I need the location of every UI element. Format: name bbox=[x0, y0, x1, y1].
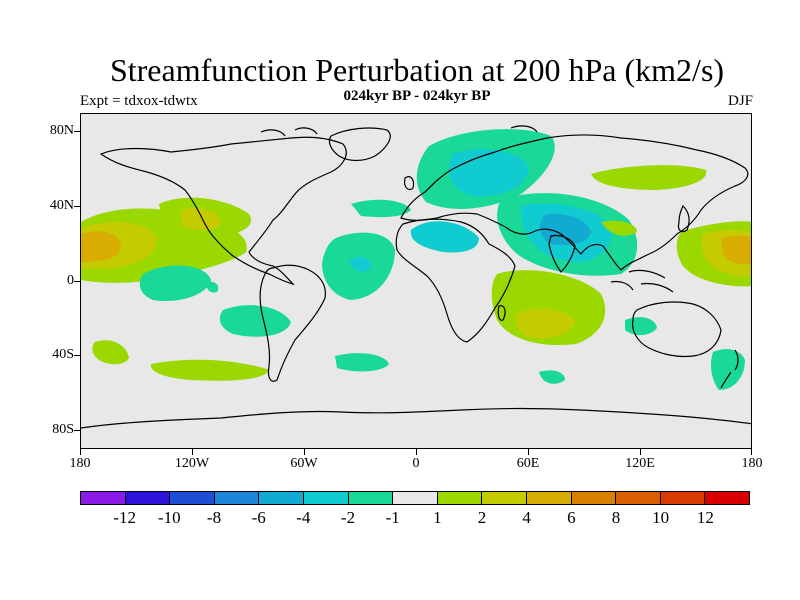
colorbar-swatch bbox=[437, 492, 483, 504]
contour-map bbox=[81, 114, 751, 448]
x-tick-label: 180 bbox=[69, 456, 91, 471]
colorbar-label: -1 bbox=[385, 508, 400, 527]
colorbar-label: 10 bbox=[652, 508, 670, 527]
map-panel bbox=[80, 113, 752, 449]
y-tick bbox=[74, 206, 80, 207]
colorbar-swatch bbox=[125, 492, 171, 504]
colorbar-swatch bbox=[705, 492, 749, 504]
colorbar bbox=[80, 491, 750, 505]
y-tick-label: 80S bbox=[52, 422, 74, 437]
plot-title: Streamfunction Perturbation at 200 hPa (… bbox=[109, 52, 725, 88]
x-tick-label: 60E bbox=[516, 456, 540, 471]
colorbar-label: 4 bbox=[522, 508, 531, 527]
colorbar-label: 6 bbox=[567, 508, 576, 527]
colorbar-label: -8 bbox=[206, 508, 222, 527]
x-tick-label: 60W bbox=[290, 456, 318, 471]
y-tick-label: 80N bbox=[49, 123, 74, 138]
colorbar-swatch bbox=[482, 492, 527, 504]
x-tick bbox=[528, 449, 529, 455]
colorbar-swatch bbox=[526, 492, 572, 504]
colorbar-label: -6 bbox=[251, 508, 266, 527]
colorbar-swatch bbox=[170, 492, 215, 504]
colorbar-swatch bbox=[616, 492, 661, 504]
colorbar-label: -10 bbox=[157, 508, 181, 527]
colorbar-label: 12 bbox=[696, 508, 714, 527]
x-tick bbox=[304, 449, 305, 455]
colorbar-label: 1 bbox=[433, 508, 442, 527]
colorbar-label: -12 bbox=[113, 508, 136, 527]
x-tick bbox=[751, 449, 752, 455]
colorbar-swatch bbox=[81, 492, 126, 504]
colorbar-label: 2 bbox=[477, 508, 487, 527]
colorbar-label: 8 bbox=[611, 508, 621, 527]
y-tick bbox=[74, 281, 80, 282]
x-tick-label: 0 bbox=[412, 456, 420, 471]
y-tick bbox=[74, 355, 80, 356]
colorbar-swatch bbox=[393, 492, 438, 504]
x-tick-label: 120W bbox=[174, 456, 210, 471]
plot-subtitle: 024kyr BP - 024kyr BP bbox=[343, 88, 491, 104]
colorbar-swatch bbox=[259, 492, 304, 504]
contour-fills bbox=[81, 129, 751, 390]
experiment-label: Expt = tdxox-tdwtx bbox=[80, 93, 198, 109]
x-tick-label: 120E bbox=[625, 456, 655, 471]
x-tick bbox=[80, 449, 81, 455]
colorbar-swatch bbox=[660, 492, 706, 504]
colorbar-label: -2 bbox=[340, 508, 356, 527]
x-tick bbox=[192, 449, 193, 455]
colorbar-label: -4 bbox=[296, 508, 311, 527]
y-tick bbox=[74, 131, 80, 132]
y-tick bbox=[74, 430, 80, 431]
y-tick-label: 40N bbox=[49, 198, 74, 213]
colorbar-swatch bbox=[348, 492, 394, 504]
x-tick bbox=[416, 449, 417, 455]
y-tick-label: 40S bbox=[52, 347, 74, 362]
colorbar-swatch bbox=[214, 492, 260, 504]
x-tick-label: 180 bbox=[741, 456, 763, 471]
season-label: DJF bbox=[727, 93, 753, 109]
x-tick bbox=[640, 449, 641, 455]
colorbar-swatch bbox=[571, 492, 617, 504]
colorbar-swatch bbox=[303, 492, 349, 504]
y-tick-label: 0 bbox=[67, 273, 74, 288]
coastlines bbox=[81, 125, 751, 429]
